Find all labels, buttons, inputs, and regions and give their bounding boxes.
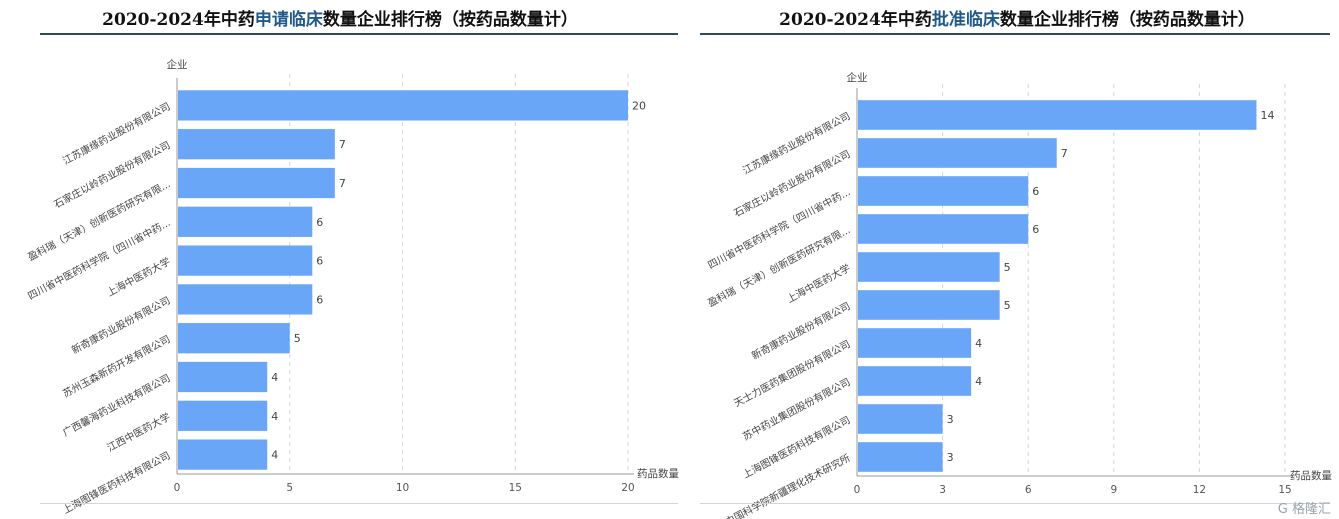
right-title-rule (700, 33, 1330, 35)
x-tick-label: 20 (621, 482, 634, 494)
y-axis-title: 企业 (847, 71, 868, 84)
y-category-label: 上海中医药大学 (104, 255, 172, 299)
x-tick-label: 0 (854, 484, 861, 496)
left-title-suffix: 数量企业排行榜（按药品数量计） (322, 10, 578, 30)
bar-value-label: 4 (975, 337, 982, 350)
bar-value-label: 6 (316, 255, 323, 268)
bar (858, 442, 943, 472)
left-chart-title: 2020-2024年中药申请临床数量企业排行榜（按药品数量计） (0, 5, 680, 30)
bar (858, 366, 972, 396)
bar (858, 176, 1029, 206)
y-category-label: 石家庄以岭药业股份有限公司 (732, 147, 853, 220)
x-axis-title: 药品数量 (637, 467, 679, 480)
bar (178, 439, 268, 470)
bar-value-label: 4 (271, 371, 278, 384)
right-title-prefix: 2020-2024年中药 (779, 10, 932, 30)
bar (858, 404, 943, 434)
right-title-highlight: 批准临床 (931, 10, 1000, 30)
bar-value-label: 7 (339, 177, 346, 190)
bar (178, 284, 313, 315)
bar-value-label: 3 (947, 413, 954, 426)
bar (858, 252, 1000, 282)
right-bottom-rule (700, 503, 1330, 504)
left-bottom-rule (40, 503, 678, 504)
y-axis-title: 企业 (167, 58, 188, 71)
bar-value-label: 3 (947, 451, 954, 464)
left-title-prefix: 2020-2024年中药 (102, 10, 255, 30)
x-tick-label: 0 (174, 482, 181, 494)
left-title-rule (40, 33, 678, 35)
bar-value-label: 4 (271, 410, 278, 423)
bar-value-label: 20 (632, 99, 646, 112)
left-chart-panel: 2020-2024年中药申请临床数量企业排行榜（按药品数量计） 0 5 10 15 20… (0, 5, 680, 517)
y-category-label: 盈科瑞（天津）创新医药研究有限... (705, 223, 852, 309)
x-tick-label: 15 (509, 482, 522, 494)
y-category-label: 天士力医药集团股份有限公司 (732, 337, 853, 410)
bar (178, 167, 335, 199)
right-chart-title: 2020-2024年中药批准临床数量企业排行榜（按药品数量计） (695, 5, 1339, 30)
bar (178, 206, 313, 237)
bar-value-label: 5 (1004, 261, 1011, 274)
x-tick-label: 12 (1193, 484, 1206, 496)
y-category-label: 上海中医药大学 (784, 261, 852, 305)
bar-value-label: 7 (339, 138, 346, 151)
y-category-label: 四川省中医药科学院（四川省中药... (25, 216, 172, 302)
bar-value-label: 14 (1260, 109, 1274, 122)
bar (178, 129, 335, 160)
bar (858, 290, 1000, 320)
bar (858, 328, 972, 358)
y-category-label: 石家庄以岭药业股份有限公司 (52, 138, 173, 211)
bar-value-label: 6 (316, 293, 323, 306)
y-category-label: 中国科学院新疆理化技术研究所 (723, 451, 853, 519)
bar (858, 214, 1029, 244)
bar-value-label: 5 (1004, 299, 1011, 312)
bar (178, 361, 268, 393)
right-title-suffix: 数量企业排行榜（按药品数量计） (999, 10, 1255, 30)
x-tick-label: 5 (286, 482, 293, 494)
bar (178, 323, 290, 354)
bar (178, 245, 313, 276)
bar-value-label: 7 (1061, 147, 1068, 160)
bar (858, 138, 1057, 168)
x-tick-label: 3 (939, 484, 946, 496)
left-title-highlight: 申请临床 (254, 10, 323, 30)
x-tick-label: 10 (396, 482, 409, 494)
x-tick-label: 6 (1025, 484, 1032, 496)
bar-value-label: 6 (1032, 185, 1039, 198)
bar (178, 400, 268, 431)
x-tick-label: 9 (1110, 484, 1117, 496)
right-chart-panel: 2020-2024年中药批准临床数量企业排行榜（按药品数量计） 0 3 6 9 12 15… (695, 0, 1339, 519)
y-category-label: 上海图锋医药科技有限公司 (60, 449, 172, 517)
bar (858, 100, 1257, 130)
x-axis-title: 药品数量 (1290, 469, 1332, 482)
source-watermark: G 格隆汇 (1277, 502, 1331, 517)
bar-value-label: 4 (271, 449, 278, 462)
bar-value-label: 5 (294, 332, 301, 345)
bar-value-label: 6 (1032, 223, 1039, 236)
y-category-label: 盈科瑞（天津）创新医药研究有限... (25, 177, 172, 263)
bar (178, 90, 628, 121)
x-tick-label: 15 (1278, 484, 1291, 496)
bar-value-label: 4 (975, 375, 982, 388)
y-category-label: 江西中医药大学 (104, 410, 172, 454)
y-category-label: 四川省中医药科学院（四川省中药... (705, 185, 852, 271)
bar-value-label: 6 (316, 216, 323, 229)
